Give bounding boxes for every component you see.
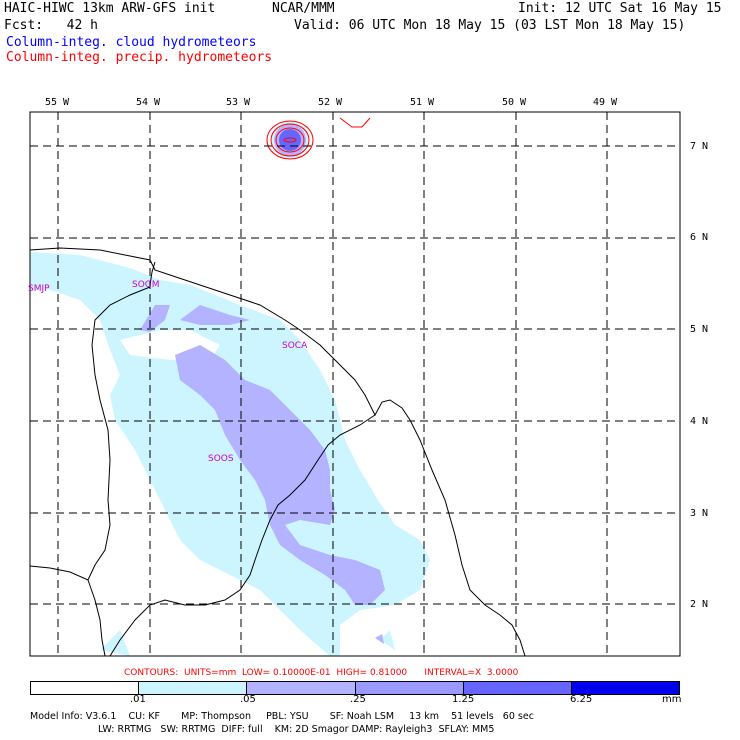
lon-label: 54 W	[136, 97, 161, 108]
colorbar-units: mm	[662, 694, 682, 705]
colorbar-level: .01	[130, 694, 146, 705]
field-cloud-label: Column-integ. cloud hydrometeors	[6, 35, 257, 50]
lat-label: 3 N	[690, 508, 709, 519]
station-label: SOGM	[132, 280, 160, 290]
model-info-line1: Model Info: V3.6.1 CU: KF MP: Thompson P…	[30, 711, 534, 722]
forecast-hour: Fcst: 42 h	[4, 18, 98, 33]
cloud-cell	[266, 120, 314, 160]
model-info-line2: LW: RRTMG SW: RRTMG DIFF: full KM: 2D Sm…	[98, 724, 495, 735]
lat-label: 4 N	[690, 416, 709, 427]
lon-label: 53 W	[226, 97, 251, 108]
contours-info: CONTOURS: UNITS=mm LOW= 0.10000E-01 HIGH…	[124, 668, 519, 678]
colorbar-level: 6.25	[570, 694, 593, 705]
station-label: SOOS	[208, 454, 234, 464]
lon-label: 51 W	[410, 97, 435, 108]
map-frame	[29, 111, 681, 657]
station-label: SOCA	[282, 341, 308, 351]
lat-lon-grid	[30, 112, 680, 656]
lat-label: 7 N	[690, 141, 709, 152]
precip-contour	[339, 117, 371, 128]
colorbar	[30, 681, 680, 695]
colorbar-level: .25	[350, 694, 366, 705]
coastline	[29, 247, 526, 657]
lat-label: 2 N	[690, 599, 709, 610]
colorbar-bin	[355, 682, 464, 694]
country-borders	[29, 261, 376, 657]
valid-time: Valid: 06 UTC Mon 18 May 15 (03 LST Mon …	[294, 18, 686, 33]
colorbar-level: 1.25	[452, 694, 475, 705]
lat-label: 5 N	[690, 324, 709, 335]
lon-label: 49 W	[593, 97, 618, 108]
colorbar-bin	[31, 682, 140, 694]
colorbar-bin	[463, 682, 572, 694]
lon-label: 55 W	[45, 97, 70, 108]
field-precip-label: Column-integ. precip. hydrometeors	[6, 50, 273, 65]
station-label: SMJP	[28, 284, 50, 294]
lon-label: 50 W	[502, 97, 527, 108]
org-label: NCAR/MMM	[272, 1, 335, 16]
model-title: HAIC-HIWC 13km ARW-GFS init	[4, 1, 216, 16]
colorbar-bin	[139, 682, 248, 694]
colorbar-bin	[247, 682, 356, 694]
lat-label: 6 N	[690, 232, 709, 243]
lon-label: 52 W	[318, 97, 343, 108]
cloud-shading-medium	[140, 305, 385, 644]
colorbar-bin	[571, 682, 680, 694]
colorbar-level: .05	[240, 694, 256, 705]
init-time: Init: 12 UTC Sat 16 May 15	[518, 1, 722, 16]
